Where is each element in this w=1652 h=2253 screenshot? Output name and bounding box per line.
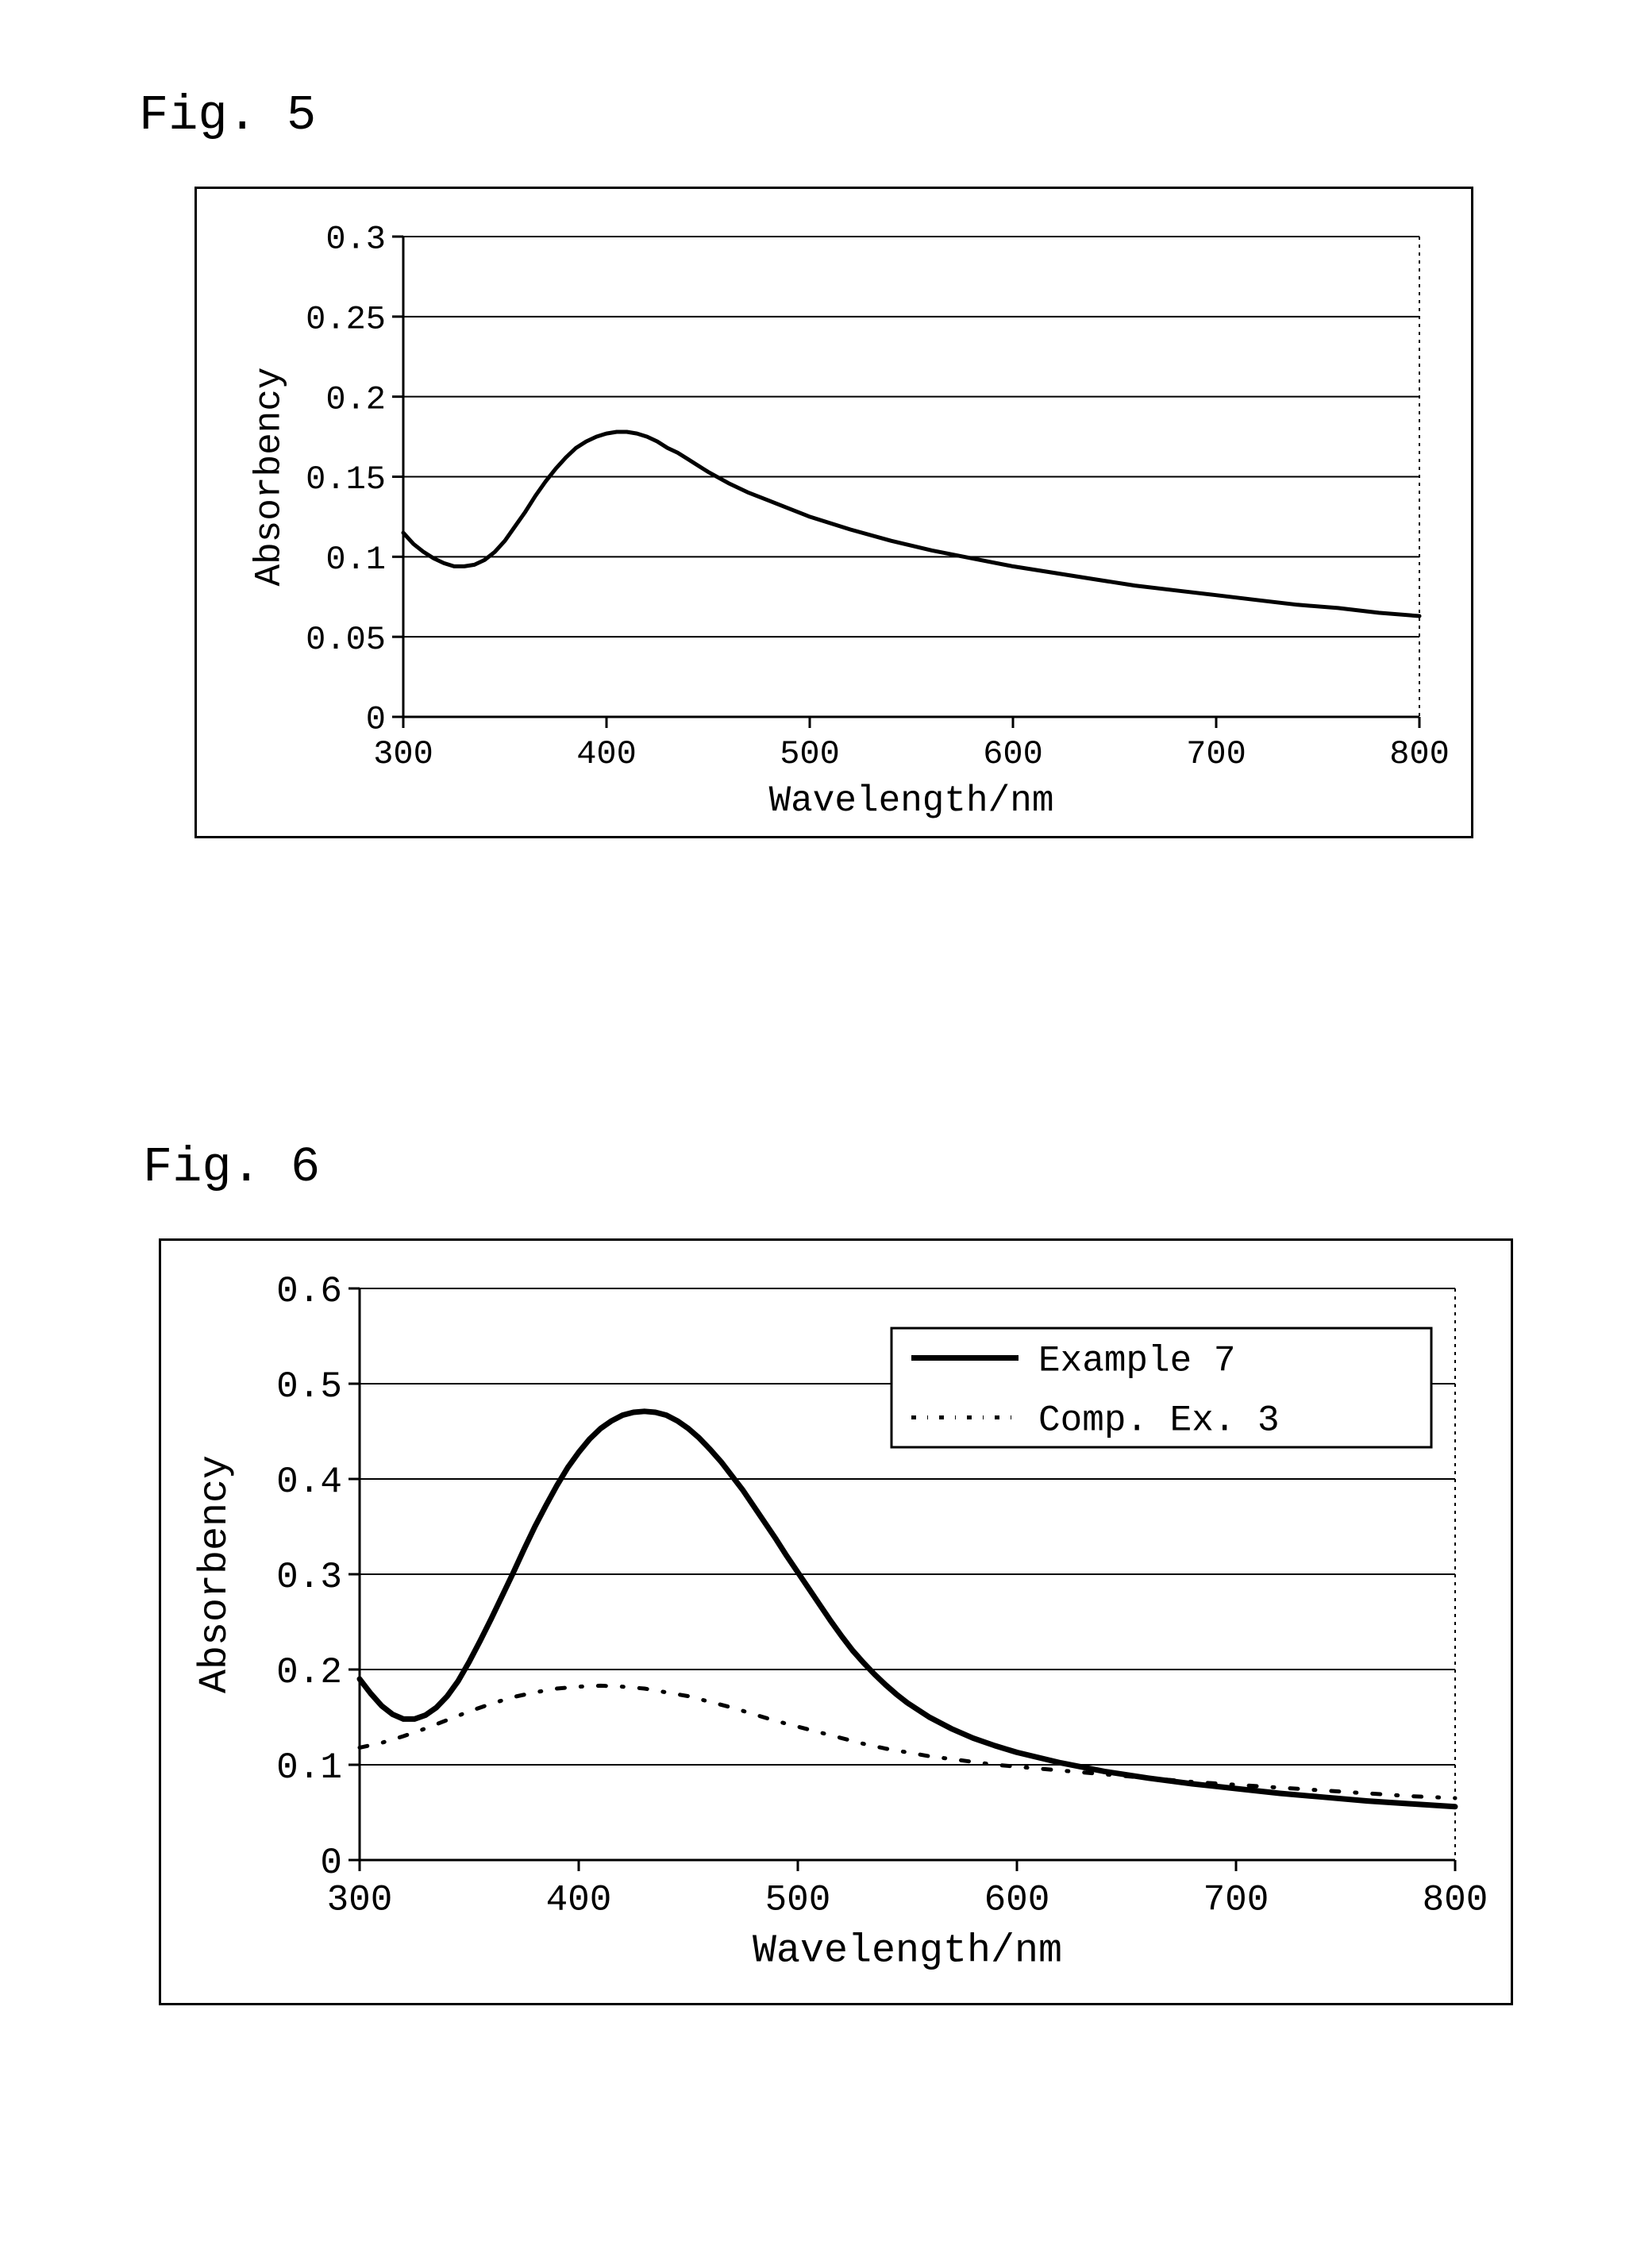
svg-text:400: 400 (546, 1879, 612, 1920)
svg-text:0.1: 0.1 (325, 541, 386, 579)
figure-6-chart: 300 400 500 600 700 800 0 0.1 0.2 0.3 0.4 0.5 0.6 Wav… (159, 1238, 1513, 2005)
svg-text:300: 300 (373, 735, 433, 773)
figure-6-svg: 300 400 500 600 700 800 0 0.1 0.2 0.3 0.4 0.5 0.6 Wav… (161, 1241, 1511, 2003)
svg-text:0.6: 0.6 (276, 1271, 342, 1312)
svg-text:500: 500 (780, 735, 840, 773)
svg-text:0.4: 0.4 (276, 1462, 342, 1503)
y-axis-label: Absorbency (193, 1455, 238, 1693)
svg-text:600: 600 (983, 735, 1043, 773)
svg-text:0.5: 0.5 (276, 1366, 342, 1408)
svg-text:300: 300 (327, 1879, 393, 1920)
series-example-7 (360, 1411, 1455, 1807)
figure-5-svg: 300 400 500 600 700 800 0 0.05 0.1 0.15 0.2 0.25 0.3… (197, 189, 1471, 836)
figure-6-label: Fig. 6 (143, 1139, 320, 1196)
svg-text:700: 700 (1203, 1879, 1269, 1920)
svg-text:0.3: 0.3 (276, 1557, 342, 1598)
figure-5-label: Fig. 5 (139, 87, 316, 144)
svg-text:0: 0 (366, 701, 386, 739)
svg-text:800: 800 (1423, 1879, 1488, 1920)
svg-text:600: 600 (984, 1879, 1050, 1920)
figure-5-chart: 300 400 500 600 700 800 0 0.05 0.1 0.15 0.2 0.25 0.3… (194, 187, 1473, 838)
legend-label: Example 7 (1038, 1341, 1235, 1382)
svg-text:0.15: 0.15 (306, 460, 386, 499)
svg-text:500: 500 (765, 1879, 831, 1920)
svg-text:0.05: 0.05 (306, 621, 386, 659)
x-axis-label: Wavelength/nm (753, 1928, 1062, 1974)
x-axis-label: Wavelength/nm (769, 780, 1054, 822)
svg-text:0.3: 0.3 (325, 221, 386, 259)
svg-text:800: 800 (1389, 735, 1450, 773)
svg-text:0.25: 0.25 (306, 301, 386, 339)
svg-text:0.2: 0.2 (325, 380, 386, 418)
series-abs (403, 432, 1419, 616)
svg-text:0.2: 0.2 (276, 1652, 342, 1693)
svg-text:700: 700 (1186, 735, 1246, 773)
svg-text:0.1: 0.1 (276, 1747, 342, 1789)
page: Fig. 5 300 400 500 600 700 800 0 0.05 0.1 0.15 0.2… (0, 0, 1652, 2253)
svg-text:400: 400 (576, 735, 637, 773)
y-axis-label: Absorbency (249, 367, 291, 586)
legend-label: Comp. Ex. 3 (1038, 1400, 1280, 1442)
svg-text:0: 0 (320, 1843, 342, 1884)
